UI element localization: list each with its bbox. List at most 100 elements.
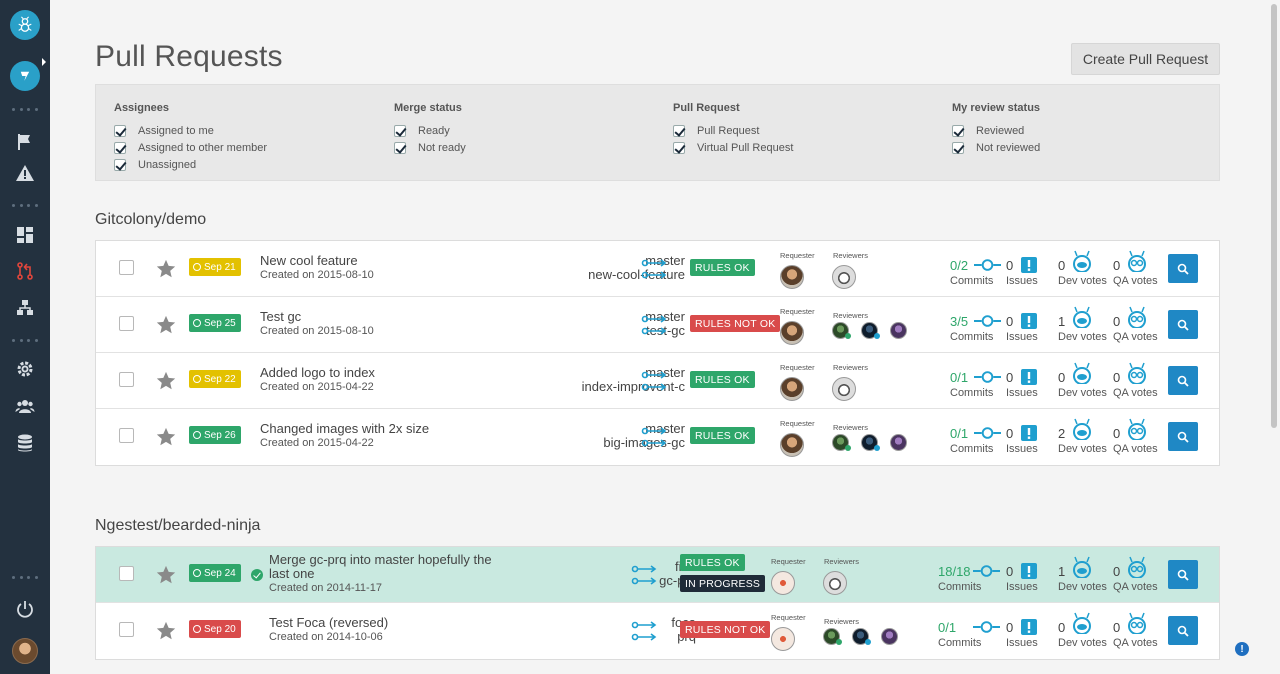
star-icon[interactable] [155, 258, 177, 280]
help-icon[interactable]: ! [1235, 642, 1249, 656]
scrollbar[interactable] [1268, 0, 1280, 674]
expand-arrow-icon[interactable] [42, 58, 46, 66]
commits-icon [973, 565, 1000, 577]
filter-option[interactable]: Not reviewed [952, 139, 1040, 156]
checkbox[interactable] [673, 124, 685, 137]
star-icon[interactable] [155, 314, 177, 336]
filter-option[interactable]: Pull Request [673, 122, 793, 139]
row-checkbox[interactable] [119, 260, 134, 275]
filter-option[interactable]: Unassigned [114, 156, 267, 173]
branches: master test-gc [645, 310, 685, 338]
star-icon[interactable] [155, 564, 177, 586]
pull-request-icon[interactable] [0, 256, 50, 286]
reviewer-avatar[interactable] [832, 434, 849, 451]
power-icon[interactable] [0, 594, 50, 624]
pr-row[interactable]: Sep 24 Merge gc-prq into master hopefull… [96, 547, 1219, 603]
star-icon[interactable] [155, 620, 177, 642]
warning-icon[interactable] [0, 158, 50, 188]
filter-option[interactable]: Ready [394, 122, 466, 139]
requester-avatar[interactable] [780, 377, 804, 401]
reviewer-avatar[interactable] [890, 322, 907, 339]
checkbox[interactable] [114, 158, 126, 171]
reviewer-avatar[interactable] [861, 322, 878, 339]
checkbox[interactable] [114, 141, 126, 154]
filter-option[interactable]: Virtual Pull Request [673, 139, 793, 156]
requester-avatar[interactable] [771, 571, 795, 595]
merge-arrows-icon [641, 315, 667, 335]
requester-avatar[interactable] [780, 433, 804, 457]
dev-votes-icon [1073, 306, 1091, 328]
view-pr-search-button[interactable] [1168, 560, 1198, 589]
checkbox[interactable] [114, 124, 126, 137]
hierarchy-icon[interactable] [0, 293, 50, 323]
pr-created-date: Created on 2015-04-22 [260, 381, 374, 393]
repo-title[interactable]: Ngestest/bearded-ninja [95, 517, 261, 534]
reviewer-avatar[interactable] [890, 434, 907, 451]
main-content: Pull Requests Create Pull Request Assign… [50, 0, 1268, 674]
reviewer-avatar[interactable] [823, 628, 840, 645]
pr-title[interactable]: Test Foca (reversed) [269, 615, 389, 630]
requester-avatar[interactable] [780, 321, 804, 345]
reviewer-avatar[interactable] [832, 377, 856, 401]
checkbox[interactable] [394, 141, 406, 154]
star-icon[interactable] [155, 370, 177, 392]
qa-votes-count: 0 [1113, 258, 1121, 273]
row-checkbox[interactable] [119, 566, 134, 581]
filter-merge-status: Merge status Ready Not ready [394, 102, 466, 156]
row-checkbox[interactable] [119, 316, 134, 331]
filter-option-label: Assigned to me [138, 124, 214, 137]
checkbox[interactable] [952, 124, 964, 137]
checkbox[interactable] [673, 141, 685, 154]
filter-option[interactable]: Assigned to me [114, 122, 267, 139]
scroll-thumb[interactable] [1271, 4, 1277, 428]
flag-icon[interactable] [0, 127, 50, 157]
pr-title[interactable]: New cool feature [260, 253, 358, 268]
row-checkbox[interactable] [119, 428, 134, 443]
qa-votes-label: QA votes [1113, 331, 1158, 343]
dev-votes-label: Dev votes [1058, 443, 1107, 455]
reviewer-avatar[interactable] [852, 628, 869, 645]
pr-row[interactable]: Sep 20 Test Foca (reversed) Created on 2… [96, 603, 1219, 659]
repo-title[interactable]: Gitcolony/demo [95, 211, 207, 228]
reviewer-avatar[interactable] [832, 265, 856, 289]
filter-option[interactable]: Reviewed [952, 122, 1040, 139]
filter-option[interactable]: Assigned to other member [114, 139, 267, 156]
view-pr-search-button[interactable] [1168, 422, 1198, 451]
checkbox[interactable] [394, 124, 406, 137]
checkbox[interactable] [952, 141, 964, 154]
pr-row[interactable]: Sep 22 Added logo to index Created on 20… [96, 353, 1219, 409]
user-avatar[interactable] [12, 638, 38, 664]
filter-option[interactable]: Not ready [394, 139, 466, 156]
requester-avatar[interactable] [780, 265, 804, 289]
row-checkbox[interactable] [119, 622, 134, 637]
reviewers-label: Reviewers [824, 617, 860, 626]
requester-avatar[interactable] [771, 627, 795, 651]
view-pr-search-button[interactable] [1168, 310, 1198, 339]
grid-icon[interactable] [0, 220, 50, 250]
reviewer-avatar[interactable] [881, 628, 898, 645]
database-icon[interactable] [0, 428, 50, 458]
reviewer-avatar[interactable] [861, 434, 878, 451]
row-checkbox[interactable] [119, 372, 134, 387]
users-icon[interactable] [0, 391, 50, 421]
pr-title[interactable]: Added logo to index [260, 365, 375, 380]
reviewer-avatar[interactable] [832, 322, 849, 339]
dev-votes-label: Dev votes [1058, 331, 1107, 343]
pr-row[interactable]: Sep 21 New cool feature Created on 2015-… [96, 241, 1219, 297]
create-pull-request-button[interactable]: Create Pull Request [1071, 43, 1220, 75]
view-pr-search-button[interactable] [1168, 616, 1198, 645]
view-pr-search-button[interactable] [1168, 254, 1198, 283]
pr-row[interactable]: Sep 25 Test gc Created on 2015-08-10 mas… [96, 297, 1219, 353]
review-state-dot [836, 639, 842, 645]
reviewer-avatar[interactable] [823, 571, 847, 595]
pr-title[interactable]: Test gc [260, 309, 302, 324]
gitcolony-logo-icon[interactable] [10, 10, 40, 40]
pr-title[interactable]: Merge gc-prq into master hopefully the l… [269, 552, 492, 581]
gear-icon[interactable] [0, 354, 50, 384]
clock-icon [193, 569, 201, 577]
pr-title[interactable]: Changed images with 2x size [260, 421, 430, 436]
view-pr-search-button[interactable] [1168, 366, 1198, 395]
dashboard-logo-icon[interactable] [10, 61, 40, 91]
pr-row[interactable]: Sep 26 Changed images with 2x size Creat… [96, 409, 1219, 465]
star-icon[interactable] [155, 426, 177, 448]
